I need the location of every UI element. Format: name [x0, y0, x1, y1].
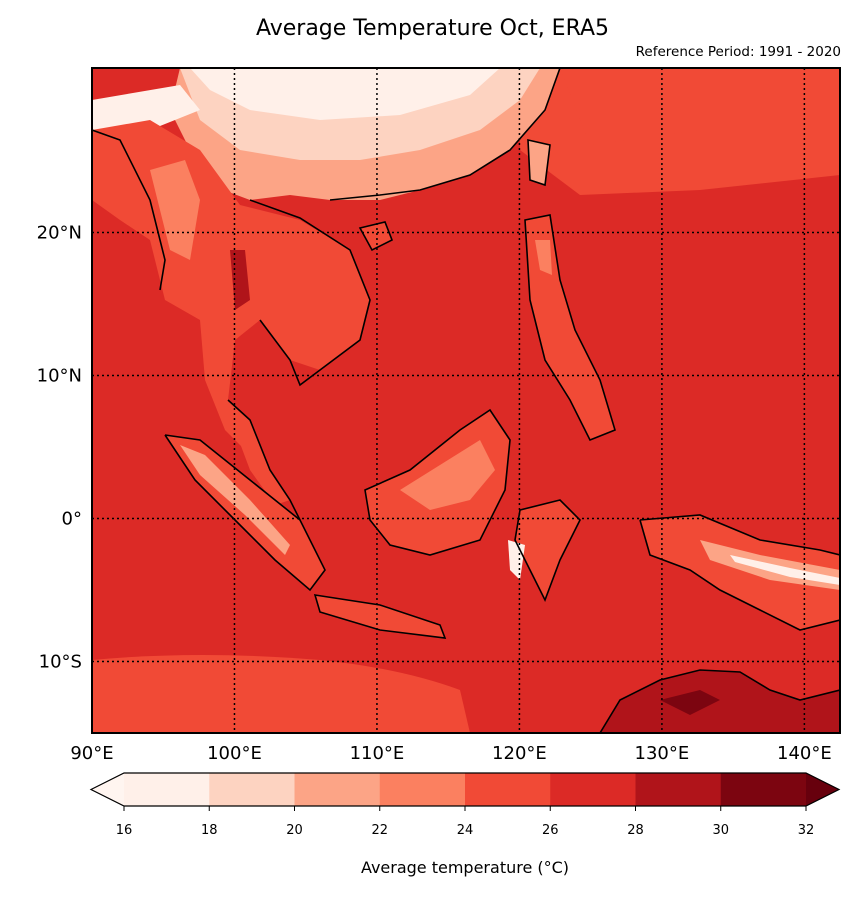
colorbar-under-arrow: [91, 773, 124, 806]
colorbar-segment: [465, 773, 551, 806]
lon-tick-label: 100°E: [207, 743, 262, 764]
gridlines: [92, 68, 840, 733]
lon-tick-label: 120°E: [492, 743, 547, 764]
colorbar-segment: [720, 773, 807, 806]
lon-tick-label: 110°E: [350, 743, 405, 764]
temperature-field: [92, 68, 840, 733]
java-land: [315, 595, 445, 638]
chart-title: Average Temperature Oct, ERA5: [255, 16, 610, 41]
lon-tick-label: 130°E: [635, 743, 690, 764]
colorbar-label: Average temperature (°C): [361, 858, 569, 877]
new-guinea-land: [640, 515, 840, 630]
lat-tick-label: 10°S: [39, 651, 82, 672]
lon-tick-label: 90°E: [70, 743, 113, 764]
colorbar-segment: [379, 773, 466, 806]
colorbar-tick-label: 22: [371, 823, 388, 838]
lon-tick-label: 140°E: [777, 743, 832, 764]
lat-tick-label: 10°N: [37, 365, 82, 386]
colorbar-over-arrow: [806, 773, 839, 806]
coastlines: [92, 68, 840, 733]
colorbar-segment: [550, 773, 636, 806]
colorbar-segment: [294, 773, 381, 806]
latitude-ticks: 20°N 10°N 0° 10°S: [37, 222, 82, 672]
lat-tick-label: 0°: [62, 508, 82, 529]
colorbar-tick-label: 30: [712, 823, 729, 838]
colorbar-tick-label: 32: [798, 823, 815, 838]
australia-land: [600, 670, 840, 733]
colorbar-tick-label: 24: [457, 823, 474, 838]
sulawesi-land: [515, 500, 580, 600]
lat-tick-label: 20°N: [37, 222, 82, 243]
colorbar: 16 18 20 22 24 26 28 30 32: [89, 772, 841, 838]
colorbar-segment: [124, 773, 210, 806]
colorbar-tick-label: 18: [201, 823, 218, 838]
map-frame: [91, 67, 841, 734]
reference-period: Reference Period: 1991 - 2020: [635, 44, 841, 60]
taiwan-land: [528, 140, 550, 185]
colorbar-segment: [209, 773, 295, 806]
colorbar-tick-label: 26: [542, 823, 559, 838]
colorbar-segment: [635, 773, 722, 806]
warm-ocean-sw: [92, 655, 470, 733]
colorbar-tick-label: 28: [627, 823, 644, 838]
colorbar-tick-label: 16: [116, 823, 133, 838]
colorbar-tick-label: 20: [286, 823, 303, 838]
longitude-ticks: 90°E 100°E 110°E 120°E 130°E 140°E: [70, 743, 831, 764]
